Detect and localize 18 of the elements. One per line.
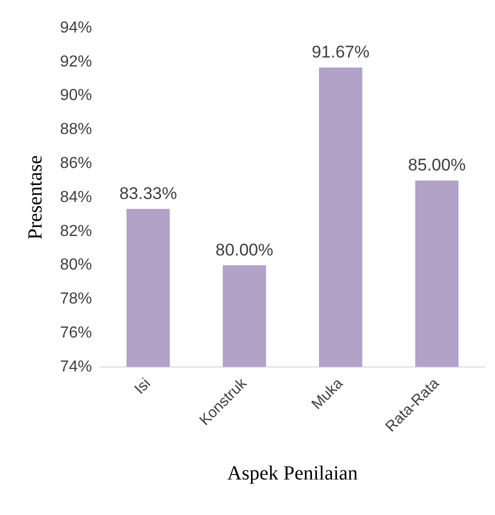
x-tick-label: Isi (131, 375, 154, 398)
data-label: 80.00% (216, 240, 274, 260)
x-axis-title: Aspek Penilaian (227, 462, 358, 484)
y-tick-label: 92% (60, 53, 92, 70)
y-tick-label: 86% (60, 154, 92, 172)
y-axis-title: Presentase (24, 155, 46, 240)
y-tick-label: 80% (60, 256, 92, 274)
y-tick-label: 82% (60, 222, 92, 240)
y-tick-label: 76% (60, 324, 92, 342)
y-tick-label: 90% (60, 87, 92, 104)
y-tick-label: 94% (60, 19, 92, 36)
data-label: 91.67% (312, 42, 370, 62)
y-tick-label: 84% (60, 188, 92, 206)
data-label: 83.33% (119, 184, 177, 204)
y-tick-label: 78% (60, 290, 92, 308)
y-tick-label: 74% (60, 358, 92, 376)
data-label: 85.00% (408, 156, 466, 175)
y-tick-label: 88% (60, 121, 92, 138)
